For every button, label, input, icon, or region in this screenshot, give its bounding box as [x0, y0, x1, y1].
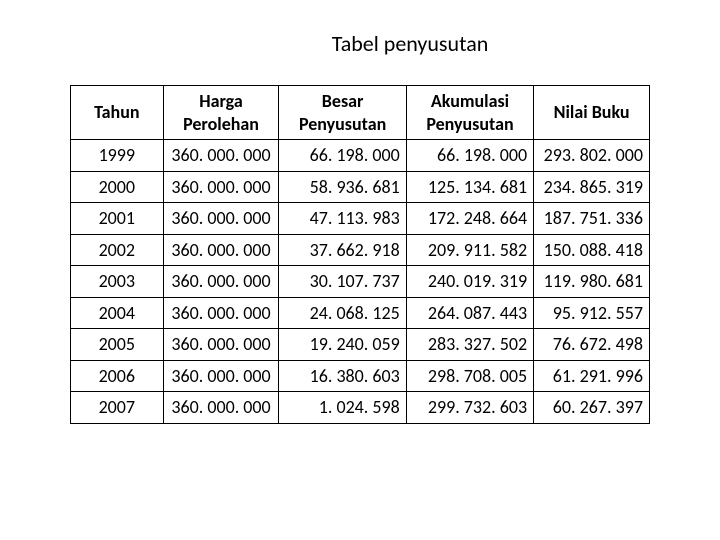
cell-harga: 360. 000. 000: [163, 266, 279, 298]
col-header-besar-penyusutan: Besar Penyusutan: [279, 86, 406, 140]
table-row: 2000 360. 000. 000 58. 936. 681 125. 134…: [71, 171, 650, 203]
table-row: 2003 360. 000. 000 30. 107. 737 240. 019…: [71, 266, 650, 298]
cell-harga: 360. 000. 000: [163, 392, 279, 424]
cell-nilai: 95. 912. 557: [534, 297, 650, 329]
cell-tahun: 2002: [71, 234, 164, 266]
table-row: 2002 360. 000. 000 37. 662. 918 209. 911…: [71, 234, 650, 266]
cell-tahun: 2000: [71, 171, 164, 203]
cell-besar: 30. 107. 737: [279, 266, 406, 298]
table-row: 1999 360. 000. 000 66. 198. 000 66. 198.…: [71, 140, 650, 172]
col-header-akumulasi-penyusutan: Akumulasi Penyusutan: [406, 86, 533, 140]
cell-akumulasi: 66. 198. 000: [406, 140, 533, 172]
cell-besar: 19. 240. 059: [279, 329, 406, 361]
cell-harga: 360. 000. 000: [163, 203, 279, 235]
table-row: 2004 360. 000. 000 24. 068. 125 264. 087…: [71, 297, 650, 329]
cell-besar: 37. 662. 918: [279, 234, 406, 266]
cell-akumulasi: 283. 327. 502: [406, 329, 533, 361]
cell-nilai: 150. 088. 418: [534, 234, 650, 266]
table-header-row: Tahun Harga Perolehan Besar Penyusutan A…: [71, 86, 650, 140]
table-row: 2006 360. 000. 000 16. 380. 603 298. 708…: [71, 360, 650, 392]
cell-harga: 360. 000. 000: [163, 171, 279, 203]
col-header-harga-perolehan: Harga Perolehan: [163, 86, 279, 140]
cell-akumulasi: 298. 708. 005: [406, 360, 533, 392]
col-header-tahun: Tahun: [71, 86, 164, 140]
cell-besar: 24. 068. 125: [279, 297, 406, 329]
cell-besar: 47. 113. 983: [279, 203, 406, 235]
cell-nilai: 234. 865. 319: [534, 171, 650, 203]
cell-nilai: 61. 291. 996: [534, 360, 650, 392]
cell-nilai: 60. 267. 397: [534, 392, 650, 424]
cell-besar: 66. 198. 000: [279, 140, 406, 172]
cell-tahun: 2006: [71, 360, 164, 392]
col-header-nilai-buku: Nilai Buku: [534, 86, 650, 140]
cell-akumulasi: 125. 134. 681: [406, 171, 533, 203]
cell-akumulasi: 299. 732. 603: [406, 392, 533, 424]
page-title: Tabel penyusutan: [170, 30, 650, 57]
table-body: 1999 360. 000. 000 66. 198. 000 66. 198.…: [71, 140, 650, 424]
cell-harga: 360. 000. 000: [163, 329, 279, 361]
table-row: 2005 360. 000. 000 19. 240. 059 283. 327…: [71, 329, 650, 361]
cell-nilai: 187. 751. 336: [534, 203, 650, 235]
cell-tahun: 2004: [71, 297, 164, 329]
cell-nilai: 293. 802. 000: [534, 140, 650, 172]
cell-akumulasi: 264. 087. 443: [406, 297, 533, 329]
cell-tahun: 2005: [71, 329, 164, 361]
cell-akumulasi: 172. 248. 664: [406, 203, 533, 235]
table-row: 2007 360. 000. 000 1. 024. 598 299. 732.…: [71, 392, 650, 424]
cell-harga: 360. 000. 000: [163, 360, 279, 392]
cell-akumulasi: 209. 911. 582: [406, 234, 533, 266]
table-row: 2001 360. 000. 000 47. 113. 983 172. 248…: [71, 203, 650, 235]
cell-akumulasi: 240. 019. 319: [406, 266, 533, 298]
cell-harga: 360. 000. 000: [163, 140, 279, 172]
depreciation-table: Tahun Harga Perolehan Besar Penyusutan A…: [70, 85, 650, 424]
cell-tahun: 2003: [71, 266, 164, 298]
cell-nilai: 119. 980. 681: [534, 266, 650, 298]
cell-tahun: 2007: [71, 392, 164, 424]
cell-besar: 16. 380. 603: [279, 360, 406, 392]
cell-besar: 1. 024. 598: [279, 392, 406, 424]
cell-besar: 58. 936. 681: [279, 171, 406, 203]
cell-tahun: 2001: [71, 203, 164, 235]
cell-harga: 360. 000. 000: [163, 297, 279, 329]
cell-harga: 360. 000. 000: [163, 234, 279, 266]
cell-nilai: 76. 672. 498: [534, 329, 650, 361]
cell-tahun: 1999: [71, 140, 164, 172]
